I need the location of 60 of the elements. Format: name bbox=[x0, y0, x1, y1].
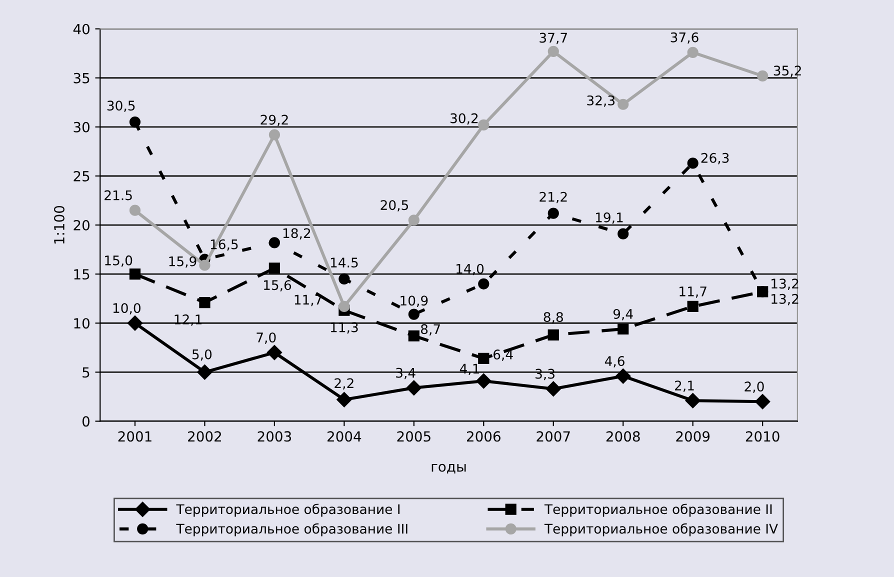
y-tick-label: 5 bbox=[82, 367, 90, 378]
data-label: 32,3 bbox=[587, 95, 615, 107]
x-tick-label: 2002 bbox=[188, 431, 222, 442]
data-label: 11,7 bbox=[680, 286, 706, 298]
data-label: 6,4 bbox=[494, 350, 513, 361]
data-label: 5,0 bbox=[192, 349, 212, 361]
data-label: 15,6 bbox=[264, 280, 292, 292]
data-label: 14.5 bbox=[330, 258, 358, 268]
data-label: 8,7 bbox=[420, 324, 440, 336]
data-label: 13,2 bbox=[772, 294, 798, 306]
x-tick-label: 2004 bbox=[328, 431, 362, 442]
data-label: 11,3 bbox=[330, 322, 358, 334]
legend-label: Территориальное образование I bbox=[176, 504, 400, 517]
data-label: 9,4 bbox=[613, 308, 633, 320]
data-label: 7,0 bbox=[256, 332, 276, 344]
y-tick-label: 20 bbox=[74, 220, 90, 231]
x-tick-label: 2005 bbox=[397, 431, 430, 442]
data-label: 19,1 bbox=[596, 212, 623, 224]
data-label: 2,2 bbox=[334, 378, 354, 390]
data-label: 15,0 bbox=[105, 255, 132, 267]
data-label: 21,2 bbox=[540, 192, 567, 204]
data-label: 18,2 bbox=[283, 228, 310, 240]
x-axis-title: годы bbox=[432, 464, 466, 474]
data-label: 37,6 bbox=[670, 32, 698, 44]
y-axis-title: 1:100 bbox=[54, 206, 64, 244]
x-tick-label: 2003 bbox=[258, 431, 292, 442]
y-tick-label: 30 bbox=[74, 122, 90, 132]
x-tick-label: 2001 bbox=[118, 431, 152, 442]
y-tick-label: 0 bbox=[82, 416, 90, 427]
y-tick-label: 35 bbox=[74, 72, 90, 84]
data-label: 29,2 bbox=[260, 114, 288, 126]
data-label: 21.5 bbox=[104, 190, 132, 200]
x-tick-label: 2010 bbox=[746, 431, 780, 442]
data-label: 10,9 bbox=[400, 296, 428, 307]
y-tick-label: 25 bbox=[74, 170, 90, 182]
legend-label: Территориальное образование IV bbox=[544, 523, 778, 536]
data-label: 37,7 bbox=[540, 32, 567, 44]
data-label: 26,3 bbox=[701, 152, 729, 164]
data-label: 30,5 bbox=[107, 100, 135, 112]
data-label: 8,8 bbox=[544, 312, 563, 324]
data-label: 20,5 bbox=[380, 200, 408, 212]
y-tick-label: 10 bbox=[74, 318, 90, 329]
y-tick-label: 15 bbox=[74, 269, 90, 280]
data-label: 15,9 bbox=[169, 256, 196, 268]
data-label: 35,2 bbox=[774, 66, 801, 77]
x-tick-label: 2006 bbox=[467, 431, 500, 442]
data-label: 13,2 bbox=[772, 278, 798, 290]
data-label: 4,6 bbox=[604, 356, 624, 368]
y-tick-label: 40 bbox=[73, 24, 90, 34]
data-label: 30,2 bbox=[450, 113, 478, 125]
data-label: 2,1 bbox=[674, 380, 694, 392]
data-label: 10,0 bbox=[113, 303, 140, 314]
x-tick-label: 2008 bbox=[606, 431, 640, 442]
data-label: 16,5 bbox=[210, 239, 238, 251]
legend-label: Территориальное образование II bbox=[544, 504, 772, 517]
data-label: 14,0 bbox=[456, 264, 484, 276]
legend-label: Территориальное образование III bbox=[176, 523, 408, 536]
data-label: 2,0 bbox=[744, 382, 764, 393]
x-tick-label: 2009 bbox=[676, 431, 710, 442]
x-tick-label: 2007 bbox=[536, 431, 570, 442]
